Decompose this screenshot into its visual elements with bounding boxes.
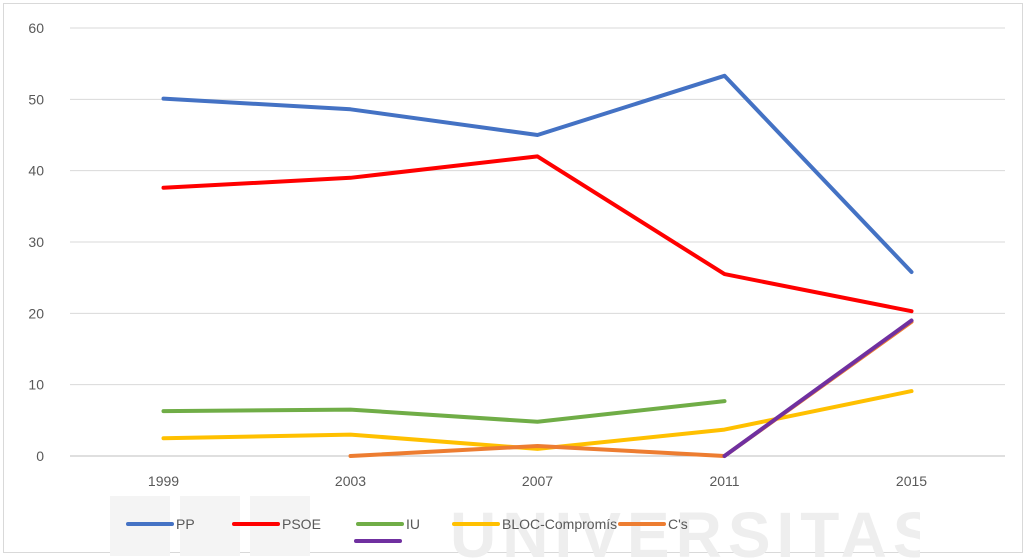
y-tick-label: 20 xyxy=(28,305,44,321)
series-lines xyxy=(161,73,914,458)
y-tick-label: 50 xyxy=(28,91,44,107)
y-tick-label: 60 xyxy=(28,20,44,36)
gridlines xyxy=(70,27,1005,457)
watermark: UNIVERSITAS xyxy=(110,470,920,558)
watermark-text: UNIVERSITAS xyxy=(450,499,920,558)
series-line-bloc-comprom-s xyxy=(161,389,914,451)
y-tick-label: 0 xyxy=(36,448,44,464)
y-tick-label: 30 xyxy=(28,234,44,250)
legend: PP PSOE IU BLOC-Compromís C's xyxy=(126,516,688,543)
y-tick-label: 40 xyxy=(28,163,44,179)
x-tick-label: 2007 xyxy=(522,473,553,489)
watermark-logo-block xyxy=(180,496,240,556)
series-line-unnamed xyxy=(722,318,914,458)
legend-label: C's xyxy=(668,516,688,532)
series-line-psoe xyxy=(161,154,914,314)
x-tick-label: 2011 xyxy=(709,473,739,489)
x-tick-label: 1999 xyxy=(148,473,179,489)
x-axis-ticks: 1999 2003 2007 2011 2015 xyxy=(148,473,927,489)
legend-label: BLOC-Compromís xyxy=(502,516,617,532)
legend-label: PP xyxy=(176,516,195,532)
y-axis-ticks: 0 10 20 30 40 50 60 xyxy=(28,20,44,464)
series-line-iu xyxy=(161,399,727,424)
series-line-pp xyxy=(161,73,914,274)
chart-frame xyxy=(3,3,1023,553)
y-tick-label: 10 xyxy=(28,377,44,393)
legend-label: IU xyxy=(406,516,420,532)
x-tick-label: 2015 xyxy=(896,473,927,489)
series-line-c-s xyxy=(348,319,914,458)
legend-label: PSOE xyxy=(282,516,321,532)
x-tick-label: 2003 xyxy=(335,473,366,489)
